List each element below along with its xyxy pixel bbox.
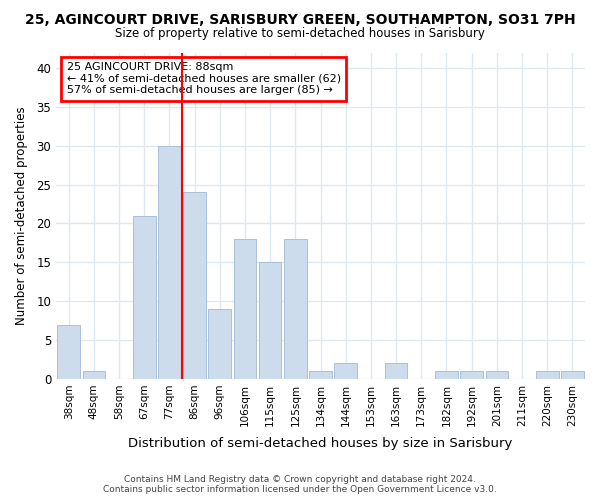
Bar xyxy=(485,371,508,379)
Bar xyxy=(284,239,307,379)
Text: 25, AGINCOURT DRIVE, SARISBURY GREEN, SOUTHAMPTON, SO31 7PH: 25, AGINCOURT DRIVE, SARISBURY GREEN, SO… xyxy=(25,12,575,26)
Bar xyxy=(233,239,256,379)
Bar xyxy=(435,371,458,379)
Y-axis label: Number of semi-detached properties: Number of semi-detached properties xyxy=(15,106,28,325)
Bar xyxy=(183,192,206,379)
Text: 25 AGINCOURT DRIVE: 88sqm
← 41% of semi-detached houses are smaller (62)
57% of : 25 AGINCOURT DRIVE: 88sqm ← 41% of semi-… xyxy=(67,62,341,96)
Bar xyxy=(133,216,155,379)
Bar xyxy=(385,364,407,379)
Bar xyxy=(208,309,231,379)
Bar xyxy=(309,371,332,379)
Text: Contains HM Land Registry data © Crown copyright and database right 2024.
Contai: Contains HM Land Registry data © Crown c… xyxy=(103,474,497,494)
Bar xyxy=(561,371,584,379)
Bar xyxy=(334,364,357,379)
X-axis label: Distribution of semi-detached houses by size in Sarisbury: Distribution of semi-detached houses by … xyxy=(128,437,513,450)
Bar xyxy=(58,324,80,379)
Bar xyxy=(158,146,181,379)
Bar xyxy=(83,371,105,379)
Bar xyxy=(460,371,483,379)
Text: Size of property relative to semi-detached houses in Sarisbury: Size of property relative to semi-detach… xyxy=(115,28,485,40)
Bar xyxy=(536,371,559,379)
Bar xyxy=(259,262,281,379)
